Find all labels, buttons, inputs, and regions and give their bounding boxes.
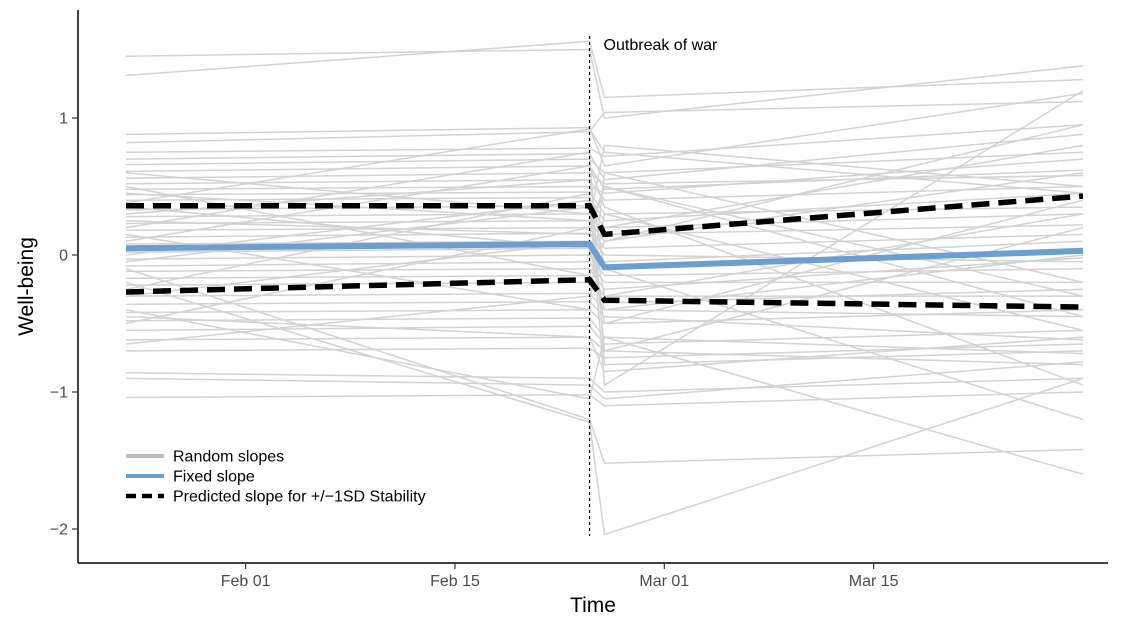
random-slope-line — [125, 185, 1084, 325]
y-axis-title: Well-being — [15, 237, 38, 336]
x-axis-title: Time — [570, 594, 616, 617]
random-slope-line — [125, 178, 1084, 421]
y-tick-label: −1 — [50, 385, 68, 402]
random-slope-line — [125, 281, 1084, 536]
x-tick-label: Mar 01 — [639, 573, 689, 590]
predicted-slope-line — [125, 276, 1084, 310]
random-slope-line — [125, 92, 1084, 167]
y-tick-label: −2 — [50, 522, 68, 539]
random-slope-line — [125, 158, 1084, 195]
legend-label: Random slopes — [173, 449, 284, 466]
y-tick-label: 0 — [59, 248, 68, 265]
random-slope-line — [125, 315, 1084, 373]
legend-label: Predicted slope for +/−1SD Stability — [173, 489, 426, 506]
random-slope-line — [125, 172, 1084, 243]
random-slope-line — [125, 361, 1084, 400]
random-slope-line — [125, 172, 1084, 185]
random-slope-line — [125, 372, 1084, 393]
random-slope-line — [125, 206, 1084, 311]
legend: Random slopes Fixed slope Predicted slope … — [126, 449, 426, 506]
x-tick-label: Mar 15 — [849, 573, 899, 590]
random-slope-line — [125, 151, 1084, 174]
ticks: 1 0 −1 −2 Feb 01 Feb 15 Mar 01 Mar 15 — [50, 111, 899, 591]
outbreak-annotation: Outbreak of war — [604, 37, 719, 54]
random-slope-line — [125, 144, 1084, 263]
random-slope-line — [125, 300, 1084, 341]
random-slope-line — [125, 192, 1084, 352]
random-slope-line — [125, 124, 1084, 158]
random-slope-line — [125, 309, 1084, 475]
x-tick-label: Feb 15 — [430, 573, 480, 590]
random-slope-line — [125, 391, 1084, 407]
random-slopes-layer — [125, 40, 1084, 536]
x-tick-label: Feb 01 — [221, 573, 271, 590]
y-tick-label: 1 — [59, 111, 68, 128]
random-slope-line — [125, 325, 1084, 345]
random-slope-line — [125, 40, 1084, 99]
predicted-slopes-layer — [125, 193, 1084, 310]
axes — [77, 10, 1108, 564]
random-slope-line — [125, 171, 1084, 311]
random-slope-line — [125, 309, 1084, 325]
random-slope-line — [125, 48, 1084, 119]
fixed-slope-line — [125, 240, 1084, 271]
random-slope-line — [125, 100, 1084, 144]
random-slope-line — [125, 128, 1084, 204]
legend-label: Fixed slope — [173, 469, 255, 486]
fixed-slope-layer — [125, 240, 1084, 271]
predicted-slope-line — [126, 193, 1084, 238]
